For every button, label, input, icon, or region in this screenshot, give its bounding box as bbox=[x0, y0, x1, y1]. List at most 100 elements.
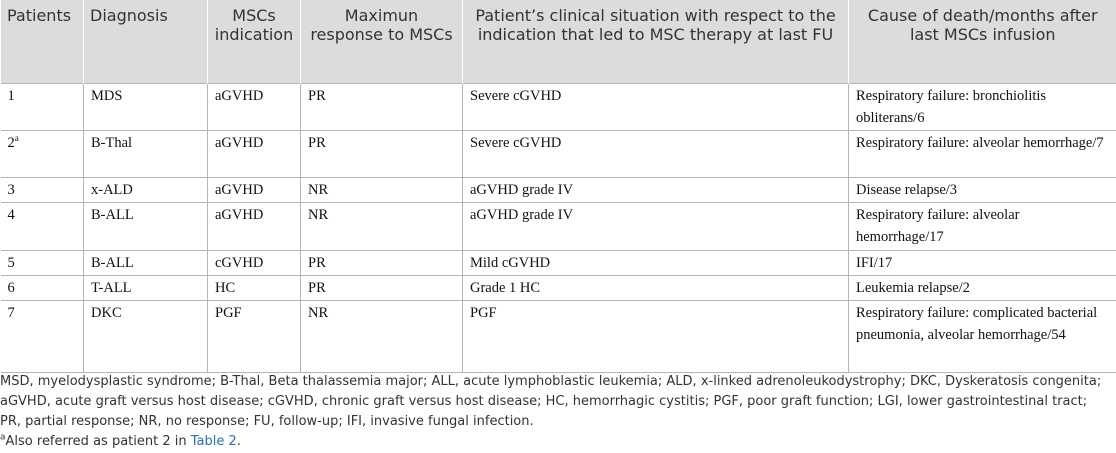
header-row: Patients Diagnosis MSCs indication Maximun … bbox=[0, 0, 1116, 84]
table-cell: PR bbox=[300, 130, 463, 178]
table-row: 3 x-ALD aGVHD NR aGVHD grade IV Disease relap… bbox=[0, 177, 1116, 203]
table-cell: 5 bbox=[0, 250, 84, 276]
table-cell: PGF bbox=[462, 300, 849, 373]
header-cell: Patient’s clinical situation with respec… bbox=[462, 0, 849, 84]
table-cell: aGVHD bbox=[207, 83, 301, 131]
cell-text: Leukemia relapse/2 bbox=[856, 280, 970, 296]
cell-text: T-ALL bbox=[91, 280, 132, 296]
cell-text: 3 bbox=[7, 182, 15, 198]
table-row: 4 B-ALL aGVHD NR aGVHD grade IV Respiratory f… bbox=[0, 202, 1116, 251]
cell-text: Grade 1 HC bbox=[470, 280, 541, 296]
cell-text: cGVHD bbox=[215, 255, 264, 271]
table-cell: B-ALL bbox=[83, 202, 208, 251]
cell-text: PR bbox=[308, 280, 326, 296]
cell-text: Mild cGVHD bbox=[470, 255, 551, 271]
cell-text: Respiratory failure: alveolar hemorrhage… bbox=[856, 207, 1020, 245]
cell-text: B-ALL bbox=[91, 255, 134, 271]
header-cell: MSCs indication bbox=[207, 0, 301, 84]
table-cell: 4 bbox=[0, 202, 84, 251]
cell-text: NR bbox=[308, 182, 329, 198]
table-row: 6 T-ALL HC PR Grade 1 HC Leukemia relapse/2 bbox=[0, 275, 1116, 301]
cell-text: PR bbox=[308, 135, 326, 151]
table-cell: NR bbox=[300, 300, 463, 373]
cell-text: aGVHD grade IV bbox=[470, 182, 574, 198]
table-cell: HC bbox=[207, 275, 301, 301]
cell-text: 5 bbox=[7, 255, 15, 271]
cell-text: PR bbox=[308, 88, 326, 104]
cell-text: Respiratory failure: bronchiolitis oblit… bbox=[856, 88, 1047, 126]
table-cell: PR bbox=[300, 83, 463, 131]
cell-text: x-ALD bbox=[91, 182, 133, 198]
cell-text: Respiratory failure: alveolar hemorrhage… bbox=[856, 135, 1104, 151]
table-cell: IFI/17 bbox=[848, 250, 1116, 276]
table-cell: PR bbox=[300, 275, 463, 301]
cell-text: B-Thal bbox=[91, 135, 133, 151]
footnote-text: Also referred as patient 2 in bbox=[5, 434, 191, 449]
table-cell: NR bbox=[300, 202, 463, 251]
table-cell: MDS bbox=[83, 83, 208, 131]
table-cell: aGVHD grade IV bbox=[462, 177, 849, 203]
table-cell: aGVHD grade IV bbox=[462, 202, 849, 251]
header-cell: Diagnosis bbox=[83, 0, 208, 84]
cell-text: NR bbox=[308, 207, 329, 223]
table-cell: B-ALL bbox=[83, 250, 208, 276]
table-row: 2a B-Thal aGVHD PR Severe cGVHD Respiratory f… bbox=[0, 130, 1116, 178]
table-cell: Respiratory failure: alveolar hemorrhage… bbox=[848, 202, 1116, 251]
table-body: 1 MDS aGVHD PR Severe cGVHD Respiratory failu… bbox=[0, 83, 1116, 373]
cell-text: aGVHD bbox=[215, 182, 264, 198]
cell-text: Disease relapse/3 bbox=[856, 182, 958, 198]
table-cell: 6 bbox=[0, 275, 84, 301]
footnote-marker: a bbox=[14, 133, 19, 144]
table-cell: Leukemia relapse/2 bbox=[848, 275, 1116, 301]
table-cell: x-ALD bbox=[83, 177, 208, 203]
table-link[interactable]: Table 2 bbox=[190, 434, 237, 449]
cell-text: 2 bbox=[7, 135, 15, 151]
table-cell: Disease relapse/3 bbox=[848, 177, 1116, 203]
table-cell: B-Thal bbox=[83, 130, 208, 178]
table-cell: Respiratory failure: alveolar hemorrhage… bbox=[848, 130, 1116, 178]
cell-text: 6 bbox=[7, 280, 15, 296]
table-cell: aGVHD bbox=[207, 177, 301, 203]
footnote-marker: a bbox=[0, 432, 6, 443]
footnote-line: aAlso referred as patient 2 in Table 2. bbox=[0, 432, 1112, 452]
cell-text: 1 bbox=[7, 88, 15, 104]
abbreviations: MSD, myelodysplastic syndrome; B-Thal, B… bbox=[0, 374, 1102, 429]
cell-text: B-ALL bbox=[91, 207, 134, 223]
cell-text: DKC bbox=[91, 305, 122, 321]
table-cell: aGVHD bbox=[207, 202, 301, 251]
header-cell: Patients bbox=[0, 0, 84, 84]
table-cell: cGVHD bbox=[207, 250, 301, 276]
table-cell: Grade 1 HC bbox=[462, 275, 849, 301]
table-row: 5 B-ALL cGVHD PR Mild cGVHD IFI/17 bbox=[0, 250, 1116, 276]
footnotes: MSD, myelodysplastic syndrome; B-Thal, B… bbox=[0, 372, 1112, 452]
footnote-end: . bbox=[236, 434, 241, 449]
table-cell: PR bbox=[300, 250, 463, 276]
cell-text: NR bbox=[308, 305, 329, 321]
table-cell: 1 bbox=[0, 83, 84, 131]
table-cell: Severe cGVHD bbox=[462, 83, 849, 131]
cell-text: 4 bbox=[7, 207, 15, 223]
table-cell: 7 bbox=[0, 300, 84, 373]
table-cell: Mild cGVHD bbox=[462, 250, 849, 276]
table-cell: PGF bbox=[207, 300, 301, 373]
cell-text: IFI/17 bbox=[856, 255, 893, 271]
table-cell: Respiratory failure: complicated bacteri… bbox=[848, 300, 1116, 373]
table-row: 7 DKC PGF NR PGF Respiratory failure: complic… bbox=[0, 300, 1116, 373]
data-table: Patients Diagnosis MSCs indication Maximun … bbox=[0, 0, 1116, 373]
cell-text: aGVHD bbox=[215, 135, 264, 151]
table-cell: NR bbox=[300, 177, 463, 203]
cell-text: Severe cGVHD bbox=[470, 88, 562, 104]
cell-text: aGVHD bbox=[215, 207, 264, 223]
cell-text: HC bbox=[215, 280, 236, 296]
cell-text: PR bbox=[308, 255, 326, 271]
cell-text: aGVHD grade IV bbox=[470, 207, 574, 223]
header-cell: Maximun response to MSCs bbox=[300, 0, 463, 84]
cell-text: 7 bbox=[7, 305, 15, 321]
cell-text: Respiratory failure: complicated bacteri… bbox=[856, 305, 1098, 343]
header-cell: Cause of death/months after last MSCs in… bbox=[848, 0, 1116, 84]
cell-text: PGF bbox=[215, 305, 242, 321]
table-cell: Respiratory failure: bronchiolitis oblit… bbox=[848, 83, 1116, 131]
table-cell: 2a bbox=[0, 130, 84, 178]
table-cell: 3 bbox=[0, 177, 84, 203]
cell-text: MDS bbox=[91, 88, 123, 104]
